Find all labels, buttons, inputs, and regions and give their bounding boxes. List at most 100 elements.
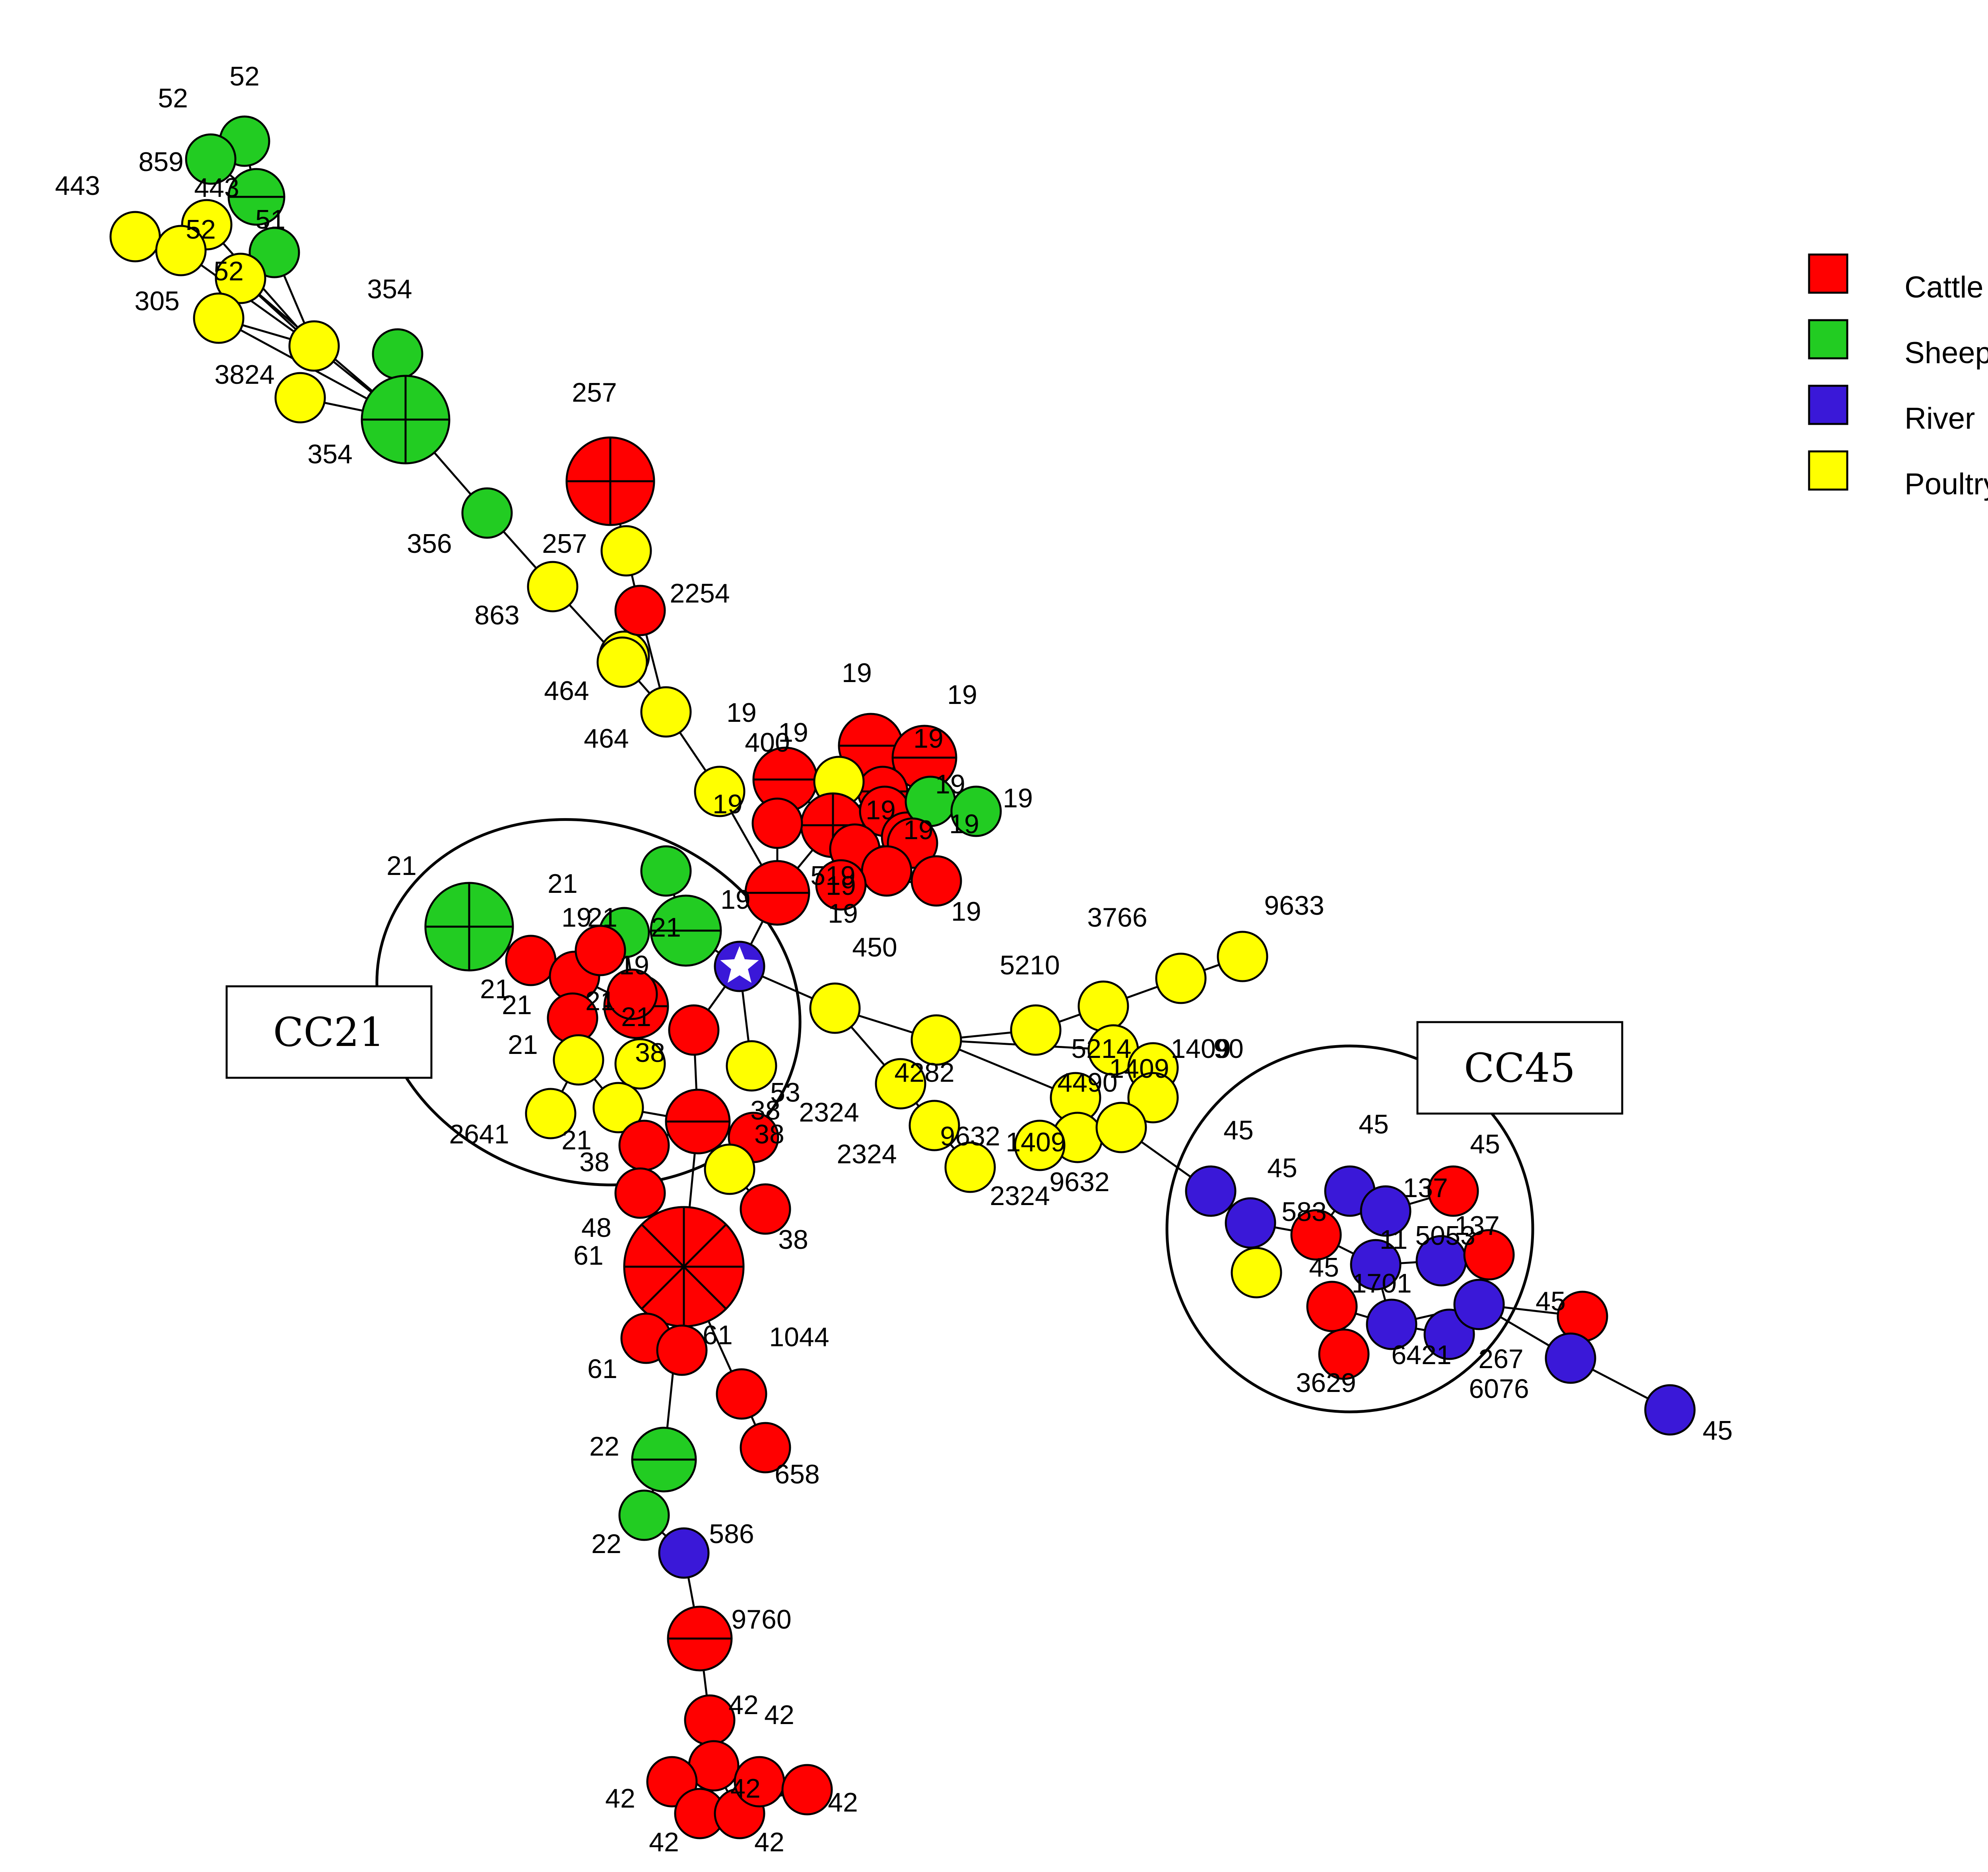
node-c38 <box>668 1004 720 1056</box>
node-r6076 <box>1453 1279 1505 1330</box>
node-labels: 52 52 859 443 443 51 52 52 305 354 3824 354 257 356 25… <box>55 61 1733 1857</box>
node-label: 267 <box>1478 1344 1523 1374</box>
node-circle <box>553 1034 604 1086</box>
node-circle <box>1453 1279 1505 1330</box>
node-label: 4282 <box>894 1057 954 1088</box>
node-label: 42 <box>828 1787 858 1818</box>
node-s19b <box>950 785 1002 837</box>
node-label: 2324 <box>837 1139 897 1169</box>
node-label: 42 <box>764 1700 794 1730</box>
node-circle <box>1010 1004 1062 1056</box>
node-circle <box>1545 1332 1596 1384</box>
node-circle <box>781 1764 833 1816</box>
node-divider <box>641 1224 685 1267</box>
node-circle <box>614 1038 666 1090</box>
node-c2254 <box>614 585 666 636</box>
node-label: 42 <box>730 1773 761 1804</box>
legend-swatch-river <box>1808 385 1848 425</box>
node-circle <box>288 320 340 372</box>
node-p38 <box>614 1038 666 1090</box>
node-label: 1409 <box>1171 1034 1231 1064</box>
node-p3766 <box>1077 980 1129 1032</box>
node-cmid <box>665 1089 731 1155</box>
node-label: 61 <box>587 1354 617 1384</box>
node-p257 <box>527 561 579 612</box>
node-r45a <box>1185 1165 1237 1217</box>
node-circle <box>740 1422 791 1473</box>
node-r3629 <box>1545 1332 1596 1384</box>
node-label: 19 <box>619 950 649 980</box>
node-label: 2641 <box>449 1119 509 1149</box>
node-circle <box>704 1143 755 1195</box>
node-circle <box>1644 1384 1696 1436</box>
node-label: 5214 <box>1071 1034 1131 1064</box>
node-c583 <box>1290 1209 1342 1261</box>
node-p2324 <box>909 1100 960 1151</box>
node-r1701 <box>1366 1299 1417 1350</box>
node-c45b <box>1306 1281 1358 1332</box>
node-pB <box>911 1014 962 1066</box>
cc45-outline <box>1165 1044 1534 1413</box>
node-label: 19 <box>1003 783 1033 813</box>
node-circle <box>600 525 652 577</box>
node-circle <box>575 925 626 976</box>
node-label: 2324 <box>990 1181 1050 1211</box>
star-icon <box>720 946 759 983</box>
node-label: 5210 <box>1000 950 1060 980</box>
node-label: 19 <box>842 658 872 688</box>
node-label: 658 <box>775 1459 819 1489</box>
node-label: 21 <box>480 974 510 1004</box>
node-label: 38 <box>579 1147 610 1177</box>
cc45-box <box>1416 1021 1623 1115</box>
node-p21 <box>553 1034 604 1086</box>
node-label: 1044 <box>769 1322 829 1352</box>
node-c21f <box>606 968 658 1020</box>
node-label: 38 <box>635 1038 665 1068</box>
node-s22a <box>631 1427 697 1493</box>
node-c42a <box>684 1694 736 1746</box>
node-circle <box>1463 1229 1515 1281</box>
node-label: 21 <box>502 990 532 1020</box>
node-circle <box>861 845 912 897</box>
node-circle <box>815 859 867 911</box>
node-circle <box>274 372 326 424</box>
legend-swatch-cattle <box>1808 253 1848 294</box>
node-p2324b <box>1014 1120 1066 1171</box>
node-label: 21 <box>561 1125 592 1155</box>
node-label: 3766 <box>1087 902 1147 933</box>
cluster-boxes: CC21 CC45 <box>225 985 1623 1115</box>
node-label: 48 <box>581 1213 612 1243</box>
node-circle <box>596 636 648 688</box>
node-label: 19 <box>826 871 856 901</box>
node-rstar <box>714 941 765 992</box>
node-p443 <box>109 211 161 262</box>
node-p52b <box>215 253 266 304</box>
node-p21c <box>726 1040 777 1092</box>
node-p21b <box>592 1082 644 1133</box>
node-label: 586 <box>709 1519 754 1549</box>
node-c61big <box>623 1206 745 1328</box>
node-label: 22 <box>591 1529 621 1559</box>
node-r7834 <box>1644 1384 1696 1436</box>
node-circle <box>875 1058 926 1110</box>
node-label: 354 <box>307 439 352 469</box>
legend-swatch-poultry <box>1808 450 1848 491</box>
node-p464a <box>596 636 648 688</box>
node-circle <box>505 935 557 986</box>
node-circle <box>1306 1281 1358 1332</box>
node-circle <box>618 1489 670 1541</box>
node-c38d <box>740 1183 791 1235</box>
node-label: 354 <box>367 274 412 304</box>
node-label: 19 <box>935 769 965 799</box>
node-p9633 <box>1217 931 1268 982</box>
node-c38b <box>614 1167 666 1219</box>
node-label: 519 <box>810 861 855 891</box>
node-label: 38 <box>750 1095 780 1126</box>
node-s22b <box>618 1489 670 1541</box>
node-label: 19 <box>903 815 934 845</box>
node-label: 137 <box>1454 1211 1499 1241</box>
legend-label-river: River <box>1905 402 1975 435</box>
node-c19c <box>751 797 803 849</box>
node-p19 <box>694 766 746 817</box>
node-label: 42 <box>728 1690 759 1720</box>
